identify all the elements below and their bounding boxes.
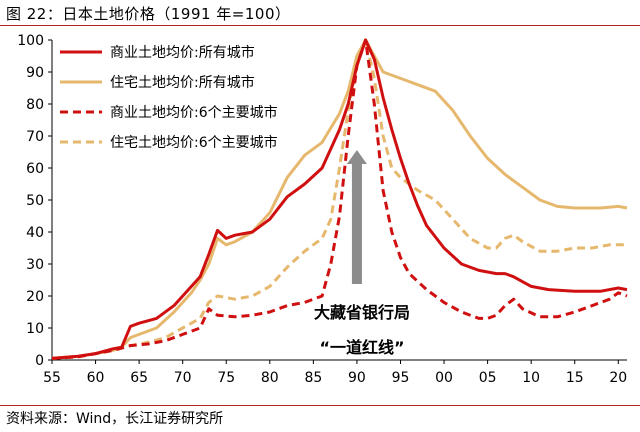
x-tick-label: 75 xyxy=(217,370,235,386)
axes: 0 10 20 30 40 50 60 70 80 90 100 55 60 65 70 75 80 85 90 95… xyxy=(17,33,627,386)
x-tick-label: 55 xyxy=(43,370,61,386)
arrow-shaft xyxy=(351,163,362,284)
legend-label-0: 商业土地均价:所有城市 xyxy=(110,44,255,61)
x-tick-label: 60 xyxy=(87,370,105,386)
x-tick-label: 70 xyxy=(174,370,192,386)
title-rule xyxy=(0,25,640,26)
y-tick-label: 50 xyxy=(26,193,44,209)
source-note: 资料来源：Wind，长江证券研究所 xyxy=(6,411,224,427)
x-tick-label: 80 xyxy=(261,370,279,386)
y-tick-label: 80 xyxy=(26,97,44,113)
y-tick-label: 10 xyxy=(26,321,44,337)
y-tick-label: 60 xyxy=(26,161,44,177)
y-tick-label: 0 xyxy=(35,353,44,369)
x-tick-label: 85 xyxy=(304,370,322,386)
arrow-head xyxy=(346,150,367,164)
x-tick-label: 20 xyxy=(609,370,627,386)
x-tick-label: 00 xyxy=(435,370,453,386)
y-tick-label: 100 xyxy=(17,33,44,49)
y-tick-label: 70 xyxy=(26,129,44,145)
x-tick-label: 10 xyxy=(522,370,540,386)
series-line-1 xyxy=(51,38,628,360)
series-line-2 xyxy=(51,38,628,360)
series-line-0 xyxy=(51,38,628,360)
x-tick-label: 95 xyxy=(392,370,410,386)
bottom-rule xyxy=(0,405,640,406)
y-tick-label: 90 xyxy=(26,65,44,81)
legend-label-2: 商业土地均价:6个主要城市 xyxy=(110,104,278,121)
y-tick-label: 40 xyxy=(26,225,44,241)
x-tick-label: 05 xyxy=(479,370,497,386)
land-price-chart: 0 10 20 30 40 50 60 70 80 90 100 55 60 65 70 75 80 85 90 95… xyxy=(17,33,628,386)
x-tick-label: 15 xyxy=(566,370,584,386)
series-lines xyxy=(51,38,628,360)
annotation-bureau: 大藏省银行局 xyxy=(314,303,410,322)
legend-label-1: 住宅土地均价:所有城市 xyxy=(110,74,255,91)
legend-label-3: 住宅土地均价:6个主要城市 xyxy=(110,134,278,151)
legend: 商业土地均价:所有城市住宅土地均价:所有城市商业土地均价:6个主要城市住宅土地均… xyxy=(60,44,278,151)
x-tick-label: 90 xyxy=(348,370,366,386)
y-tick-label: 30 xyxy=(26,257,44,273)
annotation-red-line: “一道红线” xyxy=(319,338,404,357)
x-tick-label: 65 xyxy=(130,370,148,386)
y-tick-label: 20 xyxy=(26,289,44,305)
up-arrow-icon xyxy=(346,150,367,284)
figure-title: 图 22：日本土地价格（1991 年=100） xyxy=(6,5,291,23)
